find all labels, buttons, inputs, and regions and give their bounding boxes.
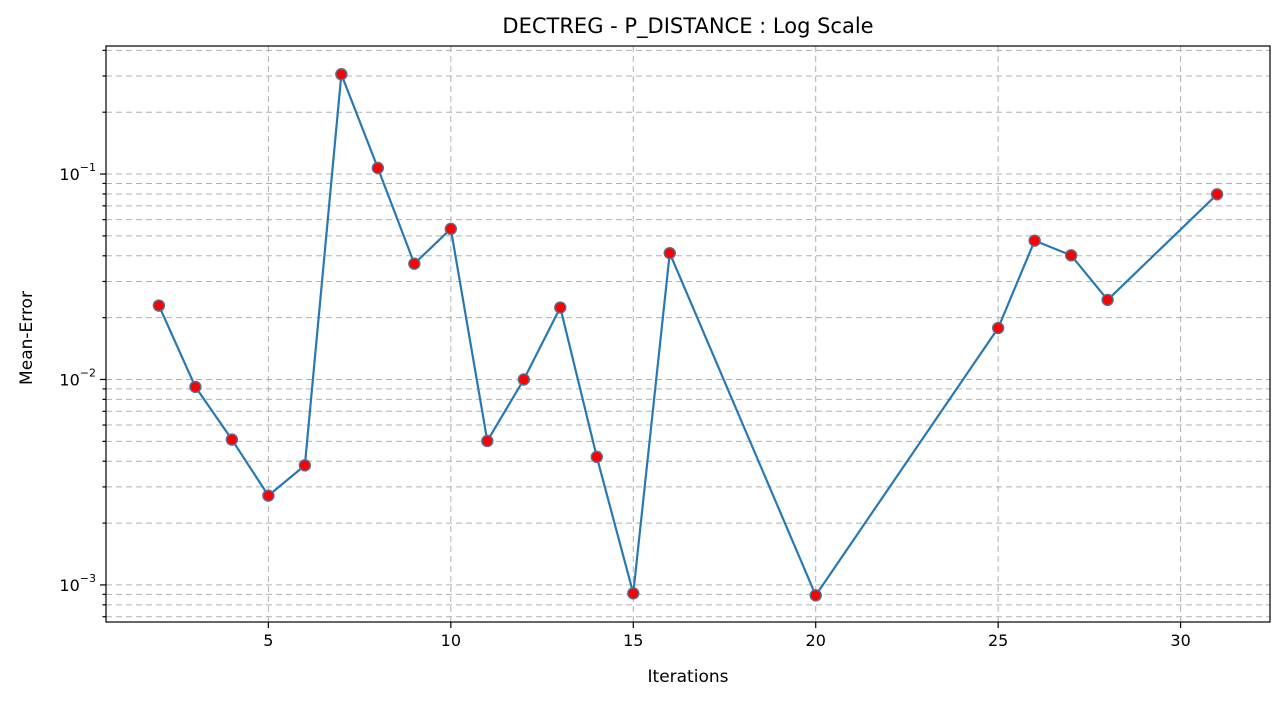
data-point[interactable] [991, 321, 1005, 335]
y-tick-label: 10−2 [59, 366, 96, 389]
y-tick-label: 10−1 [59, 161, 96, 184]
data-point[interactable] [627, 587, 640, 600]
data-point[interactable] [663, 246, 676, 260]
plot-frame [105, 45, 1271, 623]
y-tick-label: 10−3 [59, 572, 96, 595]
y-axis-label: Mean-Error [17, 291, 37, 385]
y-tick-base: 10 [59, 576, 79, 595]
data-point[interactable] [262, 489, 275, 502]
data-point[interactable] [335, 68, 348, 81]
series-line [157, 73, 1218, 597]
data-point[interactable] [481, 434, 494, 448]
data-point[interactable] [517, 373, 530, 386]
data-point[interactable] [371, 161, 385, 175]
data-point[interactable] [809, 589, 822, 602]
x-axis-ticks: 5 10 15 20 25 30 [263, 622, 1191, 650]
data-point[interactable] [590, 450, 603, 464]
data-point[interactable] [1101, 293, 1114, 307]
data-point[interactable] [298, 459, 312, 472]
x-tick-label: 15 [623, 631, 643, 650]
chart-title: DECTREG - P_DISTANCE : Log Scale [502, 14, 873, 39]
x-tick-label: 5 [263, 631, 273, 650]
grid [106, 46, 1270, 622]
x-tick-label: 30 [1170, 631, 1190, 650]
data-point[interactable] [408, 257, 421, 270]
y-tick-exponent: −1 [80, 161, 96, 174]
data-point[interactable] [1064, 249, 1078, 262]
data-point[interactable] [1028, 234, 1041, 247]
y-tick-exponent: −2 [80, 366, 96, 379]
x-tick-label: 20 [806, 631, 826, 650]
x-tick-label: 10 [441, 631, 461, 650]
y-tick-exponent: −3 [80, 572, 96, 585]
data-point[interactable] [1210, 188, 1224, 201]
y-tick-base: 10 [59, 370, 79, 389]
y-axis-ticks: 10−310−210−1 [59, 49, 106, 618]
x-tick-label: 25 [988, 631, 1008, 650]
series-path [157, 73, 1218, 597]
y-tick-base: 10 [59, 165, 79, 184]
x-axis-label: Iterations [648, 667, 729, 687]
data-point[interactable] [152, 299, 166, 312]
data-point[interactable] [225, 433, 239, 446]
data-point[interactable] [444, 222, 458, 236]
data-point[interactable] [554, 301, 567, 314]
data-markers [152, 68, 1224, 602]
data-point[interactable] [189, 380, 202, 394]
